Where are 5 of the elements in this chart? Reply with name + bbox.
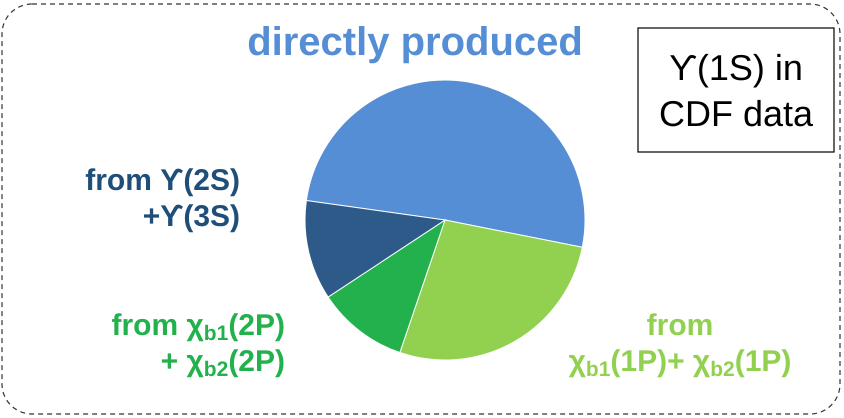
slice-label: directly produced <box>247 20 583 64</box>
slice-label: from χ$_{b1}$(2P) + χ$_{b2}$(2P) <box>112 309 285 382</box>
slice-label: from ϒ(2S) +ϒ(3S) <box>85 164 240 233</box>
category-label: from χ$_{b1}$(1P)+ χ$_{b2}$(1P) <box>568 309 792 382</box>
text: ϒ(1S) in CDF data <box>658 47 814 134</box>
